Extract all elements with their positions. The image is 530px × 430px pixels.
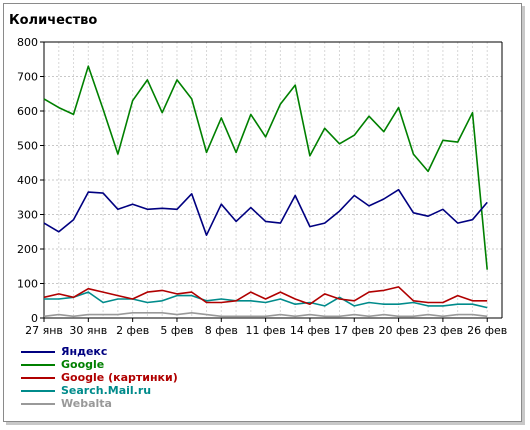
series-line	[44, 291, 488, 309]
legend-label: Google (картинки)	[61, 371, 178, 384]
x-tick-label: 14 фев	[290, 324, 330, 337]
series-line	[43, 65, 488, 270]
series-line	[43, 286, 488, 306]
x-tick-label: 27 янв	[25, 324, 63, 337]
x-tick-label: 23 фев	[423, 324, 463, 337]
x-tick-label: 26 фев	[467, 324, 507, 337]
x-tick-label: 11 фев	[246, 324, 286, 337]
legend-label: Webalta	[61, 397, 112, 410]
x-tick-label: 17 фев	[334, 324, 374, 337]
legend-swatch	[21, 403, 55, 405]
y-tick-label: 700	[17, 71, 38, 84]
legend-swatch	[21, 390, 55, 392]
series-line	[43, 311, 488, 318]
y-tick-label: 100	[17, 278, 38, 291]
y-tick-label: 200	[17, 243, 38, 256]
x-tick-label: 2 фев	[116, 324, 149, 337]
legend-swatch	[21, 377, 55, 379]
legend-label: Search.Mail.ru	[61, 384, 152, 397]
x-tick-label: 20 фев	[379, 324, 419, 337]
x-tick-label: 5 фев	[160, 324, 193, 337]
y-tick-label: 0	[31, 312, 38, 325]
chart-title: Количество	[9, 13, 98, 28]
y-tick-label: 600	[17, 105, 38, 118]
series-line	[43, 188, 488, 236]
legend-swatch	[21, 364, 55, 366]
legend-label: Яндекс	[61, 345, 108, 358]
y-tick-label: 500	[17, 140, 38, 153]
legend-label: Google	[61, 358, 105, 371]
y-tick-label: 800	[17, 36, 38, 49]
x-tick-label: 30 янв	[69, 324, 107, 337]
y-tick-label: 400	[17, 174, 38, 187]
y-tick-label: 300	[17, 209, 38, 222]
x-tick-label: 8 фев	[205, 324, 238, 337]
legend-swatch	[21, 351, 55, 353]
